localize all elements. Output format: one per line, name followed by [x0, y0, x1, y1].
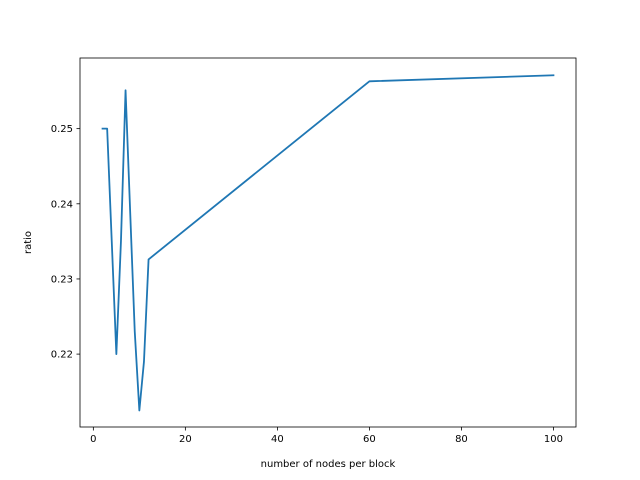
- x-tick-label: 100: [544, 434, 563, 445]
- x-axis-label: number of nodes per block: [261, 459, 396, 470]
- series-line-0: [101, 74, 555, 412]
- y-axis-label: ratio: [23, 231, 34, 254]
- x-tick-label: 40: [271, 434, 284, 445]
- y-tick-label: 0.23: [51, 274, 73, 285]
- x-tick-label: 60: [363, 434, 376, 445]
- y-tick-label: 0.25: [51, 124, 73, 135]
- y-tick-label: 0.24: [51, 199, 73, 210]
- x-tick-label: 80: [455, 434, 468, 445]
- x-tick-label: 20: [179, 434, 192, 445]
- x-tick-label: 0: [90, 434, 96, 445]
- y-tick-label: 0.22: [51, 350, 73, 361]
- plot-frame: [79, 57, 577, 428]
